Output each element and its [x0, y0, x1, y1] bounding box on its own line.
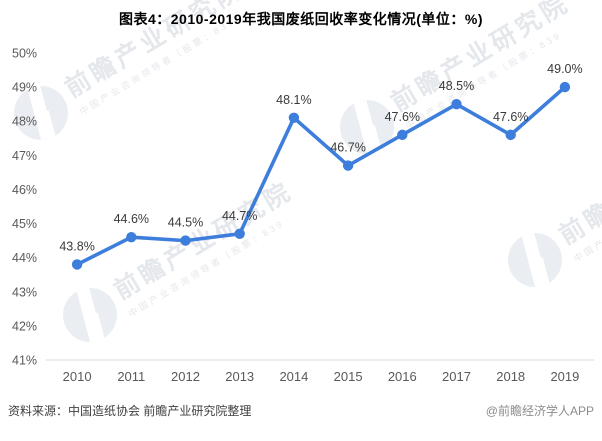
data-point	[180, 235, 191, 246]
x-tick-label: 2013	[225, 369, 254, 384]
data-point-label: 43.8%	[59, 239, 94, 253]
y-tick-label: 48%	[12, 115, 37, 129]
y-tick-label: 50%	[12, 47, 37, 61]
credit-text: @前瞻经济学人APP	[485, 404, 594, 418]
data-point-label: 47.6%	[385, 110, 420, 124]
x-tick-label: 2017	[442, 369, 471, 384]
data-point-label: 48.1%	[276, 93, 311, 107]
y-tick-label: 42%	[12, 319, 37, 333]
x-tick-label: 2010	[63, 369, 92, 384]
y-tick-label: 44%	[12, 251, 37, 265]
data-point	[397, 129, 408, 141]
series-line	[75, 85, 567, 267]
data-point	[451, 98, 462, 110]
data-point-label: 46.7%	[330, 141, 365, 155]
data-point	[234, 228, 245, 239]
data-point	[342, 160, 354, 171]
data-point-label: 44.7%	[222, 209, 257, 223]
data-source-text: 资料来源：中国造纸协会 前瞻产业研究院整理	[8, 404, 252, 418]
y-tick-label: 43%	[12, 285, 37, 299]
data-point-label: 44.6%	[114, 212, 149, 226]
y-tick-label: 46%	[12, 183, 37, 197]
data-point	[126, 232, 137, 243]
data-point	[288, 112, 300, 124]
data-point-label: 49.0%	[547, 62, 582, 76]
x-tick-label: 2018	[496, 369, 525, 384]
y-tick-label: 45%	[12, 217, 37, 231]
data-point	[505, 129, 516, 141]
data-point-label: 44.5%	[168, 216, 203, 230]
data-point	[559, 81, 571, 93]
x-tick-label: 2011	[117, 369, 145, 384]
data-point	[71, 259, 83, 270]
chart-title: 图表4：2010-2019年我国废纸回收率变化情况(单位：%)	[118, 11, 483, 27]
y-tick-label: 47%	[12, 149, 37, 163]
data-point-label: 48.5%	[439, 79, 474, 93]
data-point-label: 47.6%	[493, 110, 528, 124]
x-tick-label: 2014	[279, 369, 308, 384]
x-tick-label: 2019	[550, 369, 579, 384]
chart-footer: 资料来源：中国造纸协会 前瞻产业研究院整理 @前瞻经济学人APP	[8, 402, 594, 419]
y-tick-label: 41%	[12, 354, 37, 368]
y-tick-label: 49%	[12, 81, 37, 95]
x-tick-label: 2015	[334, 369, 363, 384]
x-tick-label: 2012	[171, 369, 200, 384]
x-tick-label: 2016	[388, 369, 417, 384]
